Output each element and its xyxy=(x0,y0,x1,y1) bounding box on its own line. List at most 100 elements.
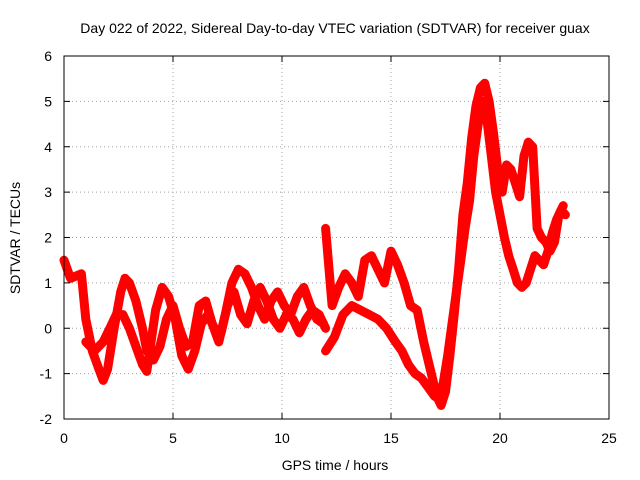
data-point-marker xyxy=(210,324,219,333)
data-point-marker xyxy=(491,188,500,197)
data-point-marker xyxy=(288,315,297,324)
data-point-marker xyxy=(339,310,348,319)
data-point-marker xyxy=(476,83,485,92)
data-point-marker xyxy=(138,360,147,369)
data-point-marker xyxy=(400,278,409,287)
data-point-marker xyxy=(397,346,406,355)
data-point-marker xyxy=(293,292,302,301)
data-point-marker xyxy=(469,151,478,160)
data-point-marker xyxy=(496,210,504,219)
data-point-marker xyxy=(482,115,491,124)
data-point-marker xyxy=(223,301,232,310)
data-point-marker xyxy=(535,256,544,265)
data-point-marker xyxy=(360,256,369,265)
data-point-marker xyxy=(295,328,304,337)
data-point-marker xyxy=(138,324,147,333)
data-point-marker xyxy=(530,251,539,260)
data-point-marker xyxy=(94,365,103,374)
data-point-marker xyxy=(151,306,160,315)
data-point-marker xyxy=(99,337,108,346)
data-point-marker xyxy=(373,315,382,324)
data-point-marker xyxy=(315,310,324,319)
data-point-marker xyxy=(282,310,291,319)
x-tick-label: 25 xyxy=(601,430,617,446)
data-point-marker xyxy=(537,233,546,242)
y-tick-label: 1 xyxy=(44,275,52,291)
data-point-marker xyxy=(509,265,518,274)
data-point-marker xyxy=(243,319,252,328)
data-point-marker xyxy=(373,265,382,274)
data-point-marker xyxy=(171,315,180,324)
data-point-marker xyxy=(526,265,535,274)
x-axis-label: GPS time / hours xyxy=(282,457,389,473)
data-point-marker xyxy=(404,360,413,369)
data-point-marker xyxy=(515,192,524,201)
data-point-marker xyxy=(66,274,75,283)
data-point-marker xyxy=(434,394,443,403)
data-point-marker xyxy=(121,274,130,283)
data-point-marker xyxy=(177,351,186,360)
data-point-marker xyxy=(465,197,474,206)
x-tick-label: 0 xyxy=(60,430,68,446)
data-point-marker xyxy=(380,278,389,287)
x-tick-label: 20 xyxy=(492,430,508,446)
data-point-marker xyxy=(227,278,236,287)
data-point-marker xyxy=(500,233,509,242)
data-point-marker xyxy=(356,306,365,315)
data-series xyxy=(59,78,570,410)
data-point-marker xyxy=(236,310,245,319)
data-point-marker xyxy=(347,278,356,287)
data-point-marker xyxy=(280,301,289,310)
data-point-marker xyxy=(184,365,193,374)
data-point-marker xyxy=(262,297,271,306)
data-point-marker xyxy=(426,365,435,374)
data-point-marker xyxy=(63,265,72,274)
data-point-marker xyxy=(131,342,140,351)
data-point-marker xyxy=(557,206,566,215)
data-point-marker xyxy=(240,269,249,278)
data-point-marker xyxy=(424,383,433,392)
data-point-marker xyxy=(504,251,513,260)
data-point-marker xyxy=(419,337,428,346)
y-tick-label: 2 xyxy=(44,230,52,246)
data-point-marker xyxy=(480,79,489,88)
data-point-marker xyxy=(524,138,533,147)
data-point-marker xyxy=(155,342,164,351)
y-tick-label: -1 xyxy=(40,366,53,382)
y-axis-label: SDTVAR / TECUs xyxy=(7,182,23,294)
data-point-marker xyxy=(410,369,419,378)
data-point-marker xyxy=(452,287,461,296)
data-point-marker xyxy=(99,376,108,385)
data-point-marker xyxy=(116,287,125,296)
data-point-marker xyxy=(299,283,308,292)
data-point-marker xyxy=(321,224,330,233)
chart-title: Day 022 of 2022, Sidereal Day-to-day VTE… xyxy=(80,20,589,36)
data-point-marker xyxy=(522,278,531,287)
data-point-marker xyxy=(334,283,343,292)
y-tick-label: 6 xyxy=(44,48,52,64)
axis-tick-labels: 0 5 10 15 20 25 -2 -1 0 1 2 3 4 5 6 xyxy=(40,48,617,446)
series-2 xyxy=(81,282,331,376)
data-point-marker xyxy=(393,260,402,269)
data-point-marker xyxy=(197,319,206,328)
data-point-marker xyxy=(513,278,522,287)
x-tick-label: 5 xyxy=(169,430,177,446)
data-point-marker xyxy=(249,297,258,306)
data-point-marker xyxy=(275,324,284,333)
data-point-marker xyxy=(347,301,356,310)
x-tick-label: 10 xyxy=(274,430,290,446)
axis-ticks xyxy=(63,55,610,420)
data-point-marker xyxy=(511,179,520,188)
data-point-marker xyxy=(164,292,173,301)
data-point-marker xyxy=(301,315,310,324)
data-point-marker xyxy=(413,306,422,315)
x-tick-label: 15 xyxy=(383,430,399,446)
data-point-marker xyxy=(203,310,212,319)
data-point-marker xyxy=(437,401,446,410)
data-point-marker xyxy=(474,120,483,129)
data-point-marker xyxy=(142,367,151,376)
series-4 xyxy=(321,96,570,404)
data-point-marker xyxy=(430,392,439,401)
data-point-marker xyxy=(387,247,395,256)
data-point-marker xyxy=(439,378,448,387)
